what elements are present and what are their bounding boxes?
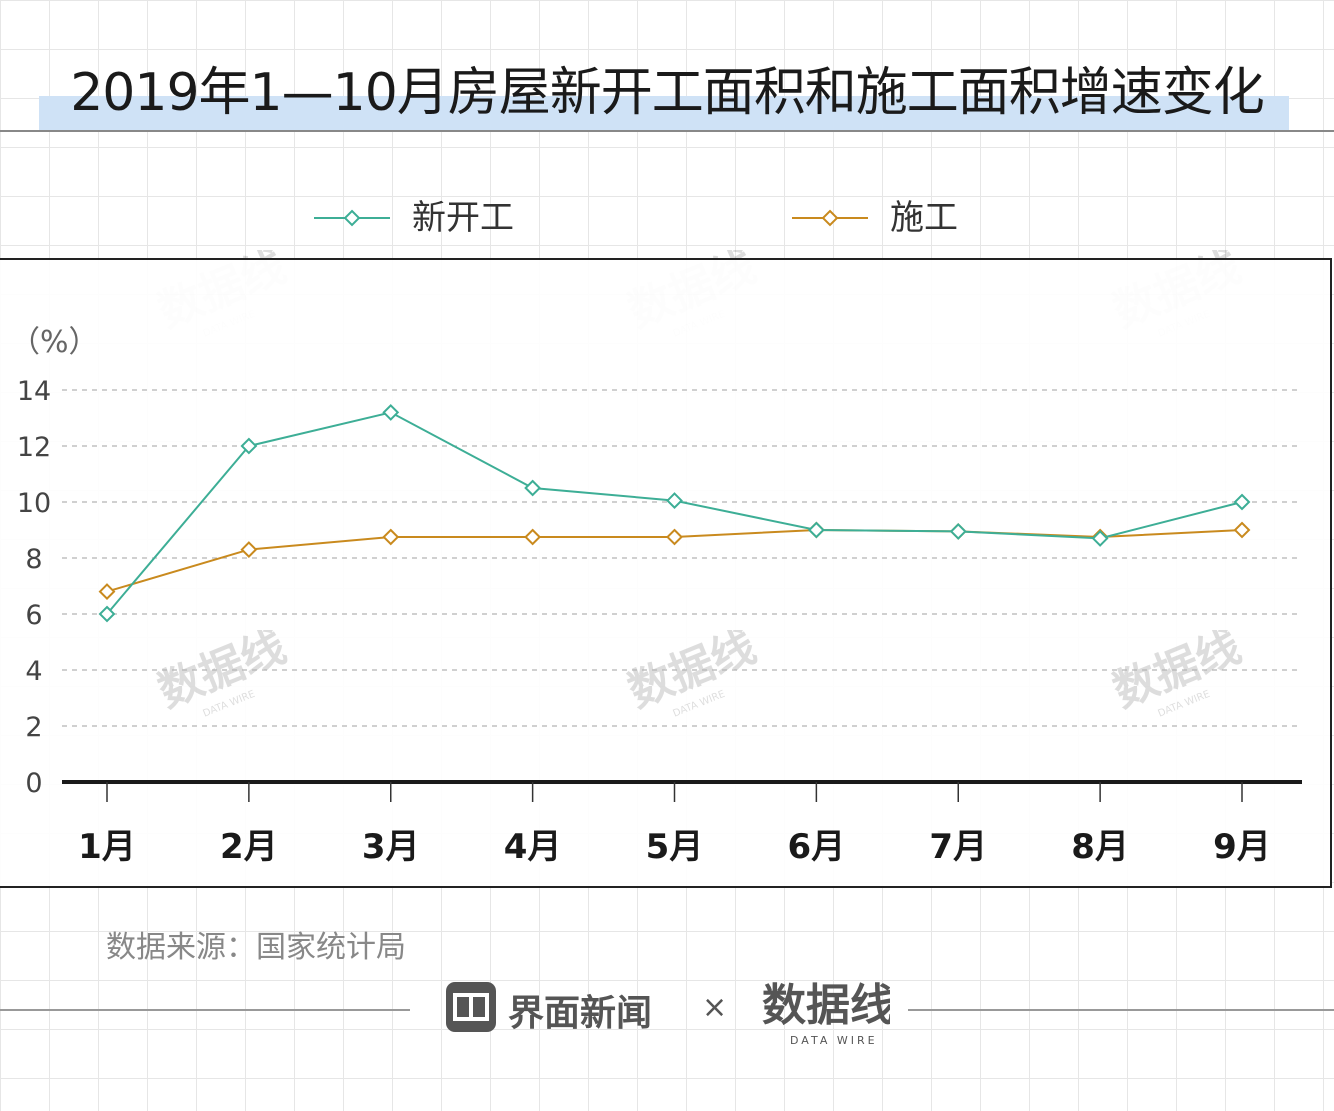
y-tick-label: 8: [25, 544, 42, 575]
legend-item-new: 新开工: [314, 196, 554, 240]
y-tick-label: 10: [17, 488, 51, 519]
data-point-new: [666, 492, 683, 510]
data-point-new: [1091, 529, 1109, 547]
legend-label-new: 新开工: [412, 198, 514, 238]
x-tick-label: 2月: [220, 827, 278, 867]
legend-item-construction: 施工: [792, 196, 1012, 240]
y-tick-label: 2: [25, 712, 42, 743]
datawire-logo-text: 数据线: [762, 980, 890, 1031]
data-point-construction: [382, 528, 400, 546]
datawire-brand: 数据线 DATA WIRE: [760, 970, 894, 1054]
brand-separator: ×: [702, 990, 728, 1025]
title-divider: [0, 130, 1334, 132]
legend-label-construction: 施工: [890, 198, 958, 238]
footer-rule-right: [908, 1009, 1334, 1011]
x-tick-label: 3月: [362, 827, 420, 867]
x-tick-label: 1月: [78, 827, 136, 867]
x-tick-label: 9月: [1213, 827, 1271, 867]
data-point-construction: [666, 528, 683, 546]
datawire-logo-icon: 数据线 DATA WIRE: [762, 980, 894, 1047]
footer-rule-left: [0, 1009, 410, 1011]
legend-line-construction-icon: [792, 209, 868, 227]
datawire-logo-sub: DATA WIRE: [790, 1034, 878, 1047]
data-point-construction: [1233, 521, 1251, 539]
x-tick-label: 4月: [504, 827, 562, 867]
y-tick-label: 14: [17, 376, 51, 407]
data-point-new: [807, 521, 825, 539]
data-point-new: [382, 403, 400, 421]
jiemian-logo-icon: [446, 982, 496, 1032]
y-tick-label: 12: [17, 432, 51, 463]
data-point-new: [98, 605, 116, 623]
data-point-new: [949, 522, 967, 540]
data-point-new: [524, 479, 542, 497]
x-tick-label: 5月: [646, 827, 704, 867]
jiemian-name: 界面新闻: [508, 993, 653, 1034]
x-tick-label: 7月: [929, 827, 987, 867]
data-point-construction: [240, 541, 258, 559]
data-point-new: [240, 437, 258, 455]
data-point-new: [1233, 493, 1251, 511]
chart-title: 2019年1—10月房屋新开工面积和施工面积增速变化: [70, 63, 1265, 123]
x-tick-label: 8月: [1071, 827, 1129, 867]
data-point-construction: [524, 528, 542, 546]
x-tick-label: 6月: [788, 827, 846, 867]
y-tick-label: 6: [25, 600, 42, 631]
y-unit-label: （%）: [10, 325, 99, 360]
legend-line-new-icon: [314, 209, 390, 227]
series-line-new: [106, 411, 1243, 615]
y-tick-label: 0: [25, 768, 42, 799]
data-point-construction: [98, 583, 116, 601]
y-tick-label: 4: [25, 656, 42, 687]
jiemian-brand: 界面新闻: [446, 982, 652, 1034]
title-highlight-band: [39, 96, 1289, 132]
data-source-note: 数据来源：国家统计局: [106, 930, 406, 965]
